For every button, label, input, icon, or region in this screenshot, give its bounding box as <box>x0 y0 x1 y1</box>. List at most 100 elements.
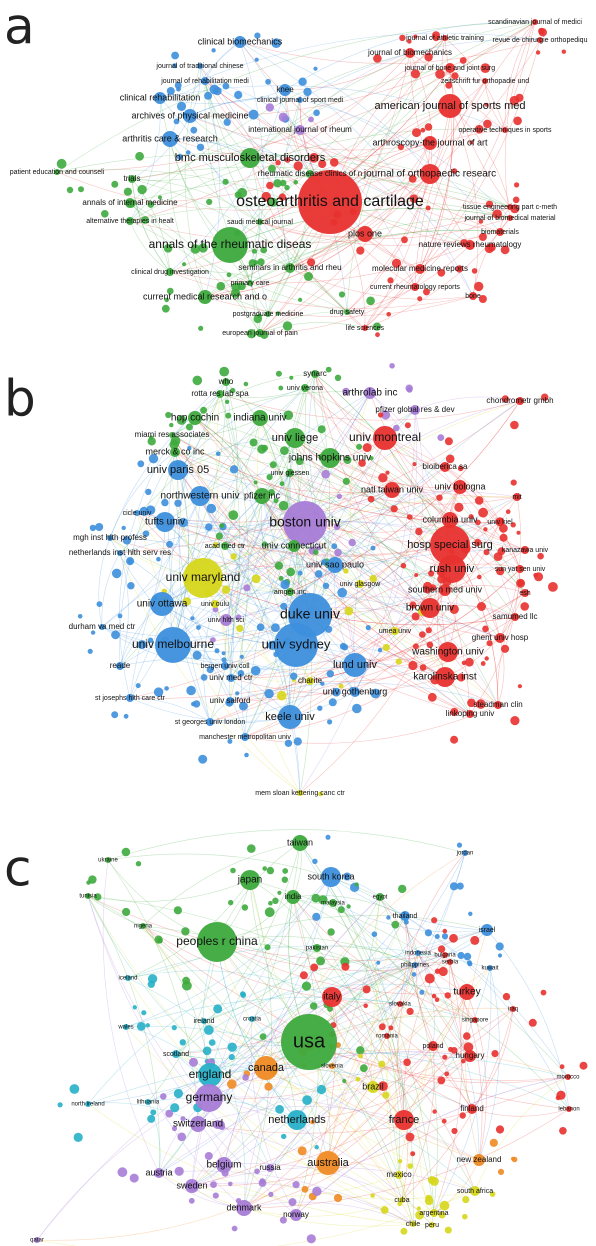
minor-node <box>122 536 132 545</box>
edge <box>175 842 301 1055</box>
node <box>134 510 140 516</box>
edge <box>331 1065 435 1214</box>
edge <box>394 952 419 1225</box>
edge <box>119 512 138 699</box>
minor-node <box>234 191 242 199</box>
minor-node <box>215 532 223 540</box>
edge <box>499 568 521 639</box>
node <box>298 170 362 234</box>
edge <box>433 961 462 1214</box>
minor-node <box>533 572 538 578</box>
minor-node <box>328 698 337 707</box>
node <box>183 109 197 123</box>
node-label: samumed llc <box>493 612 538 621</box>
node-label: primary care <box>231 280 270 287</box>
node <box>145 1099 151 1105</box>
edge <box>147 1101 161 1174</box>
node <box>373 426 397 450</box>
minor-node <box>256 623 265 631</box>
node-label: univ giessen <box>271 470 310 477</box>
minor-node <box>480 63 491 73</box>
edge <box>131 178 348 313</box>
node-label: iraq <box>508 1007 518 1013</box>
edge <box>299 842 435 1214</box>
node <box>198 290 212 304</box>
edge <box>327 1003 401 1164</box>
node <box>357 226 373 242</box>
edge <box>444 37 506 131</box>
minor-node <box>398 884 407 894</box>
minor-node <box>211 48 216 53</box>
edge <box>202 577 516 626</box>
node-label: univ bologna <box>434 481 485 491</box>
minor-node <box>457 951 465 960</box>
node <box>462 850 468 856</box>
node-label: arthrolab inc <box>342 388 397 399</box>
edge <box>289 607 431 718</box>
node <box>155 627 191 663</box>
minor-node <box>290 672 298 680</box>
edge <box>174 451 393 494</box>
node <box>197 922 237 962</box>
minor-node <box>419 664 427 671</box>
minor-node <box>356 443 363 450</box>
node <box>221 662 229 670</box>
minor-node <box>358 459 366 467</box>
minor-node <box>111 180 119 188</box>
minor-node <box>171 1125 178 1132</box>
edge <box>175 1053 298 1121</box>
minor-node <box>386 312 392 317</box>
minor-node <box>89 524 97 532</box>
minor-node <box>427 1176 436 1184</box>
minor-node <box>264 1082 273 1091</box>
minor-node <box>239 654 244 659</box>
minor-node <box>325 834 331 840</box>
minor-node <box>236 624 244 633</box>
minor-node <box>338 291 346 298</box>
node <box>116 662 124 670</box>
edge <box>129 52 411 222</box>
node <box>154 1168 164 1178</box>
node-label: lithuania <box>137 1100 160 1106</box>
minor-node <box>288 1198 297 1207</box>
edge <box>309 568 521 682</box>
edge <box>229 208 511 246</box>
minor-node <box>101 210 109 218</box>
minor-node <box>257 444 267 454</box>
minor-node <box>316 545 322 551</box>
minor-node <box>182 597 192 606</box>
edge <box>429 549 526 609</box>
edge <box>169 138 471 246</box>
node <box>216 390 224 398</box>
minor-node <box>408 175 417 183</box>
edge <box>444 37 511 208</box>
edge <box>203 983 468 1022</box>
edge <box>417 952 435 1047</box>
minor-node <box>419 631 426 638</box>
minor-node <box>459 57 467 64</box>
minor-node <box>377 647 383 653</box>
node <box>150 592 174 616</box>
node-label: steadman clin <box>473 700 522 709</box>
minor-node <box>135 683 141 689</box>
node-label: who <box>218 377 234 386</box>
minor-node <box>385 470 390 475</box>
minor-node <box>538 27 545 35</box>
node <box>481 924 493 936</box>
edge <box>159 89 286 105</box>
minor-node <box>196 143 205 151</box>
minor-node <box>366 296 375 306</box>
edge <box>202 466 446 579</box>
minor-node <box>457 465 464 472</box>
minor-node <box>386 915 391 920</box>
edge <box>292 896 471 1057</box>
minor-node <box>502 992 511 1001</box>
edge <box>354 521 501 693</box>
edge <box>249 21 536 159</box>
edge <box>294 437 393 491</box>
minor-node <box>510 522 516 528</box>
edge <box>417 952 476 1021</box>
edge <box>329 457 449 653</box>
node-label: revue de chirurgie orthopediqu <box>493 37 588 44</box>
edge <box>142 842 301 927</box>
